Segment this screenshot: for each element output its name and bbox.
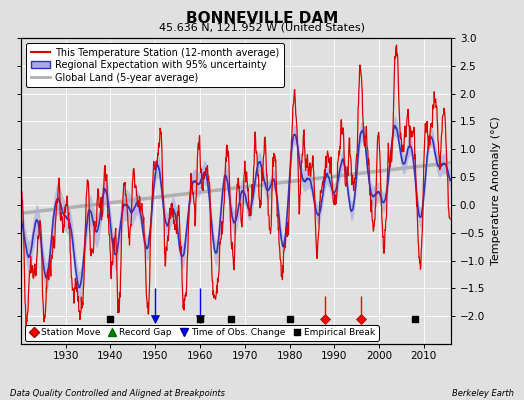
- Y-axis label: Temperature Anomaly (°C): Temperature Anomaly (°C): [490, 117, 500, 265]
- Text: BONNEVILLE DAM: BONNEVILLE DAM: [186, 11, 338, 26]
- Text: Data Quality Controlled and Aligned at Breakpoints: Data Quality Controlled and Aligned at B…: [10, 389, 225, 398]
- Text: Berkeley Earth: Berkeley Earth: [452, 389, 514, 398]
- Text: 45.636 N, 121.952 W (United States): 45.636 N, 121.952 W (United States): [159, 22, 365, 32]
- Legend: Station Move, Record Gap, Time of Obs. Change, Empirical Break: Station Move, Record Gap, Time of Obs. C…: [26, 325, 379, 341]
